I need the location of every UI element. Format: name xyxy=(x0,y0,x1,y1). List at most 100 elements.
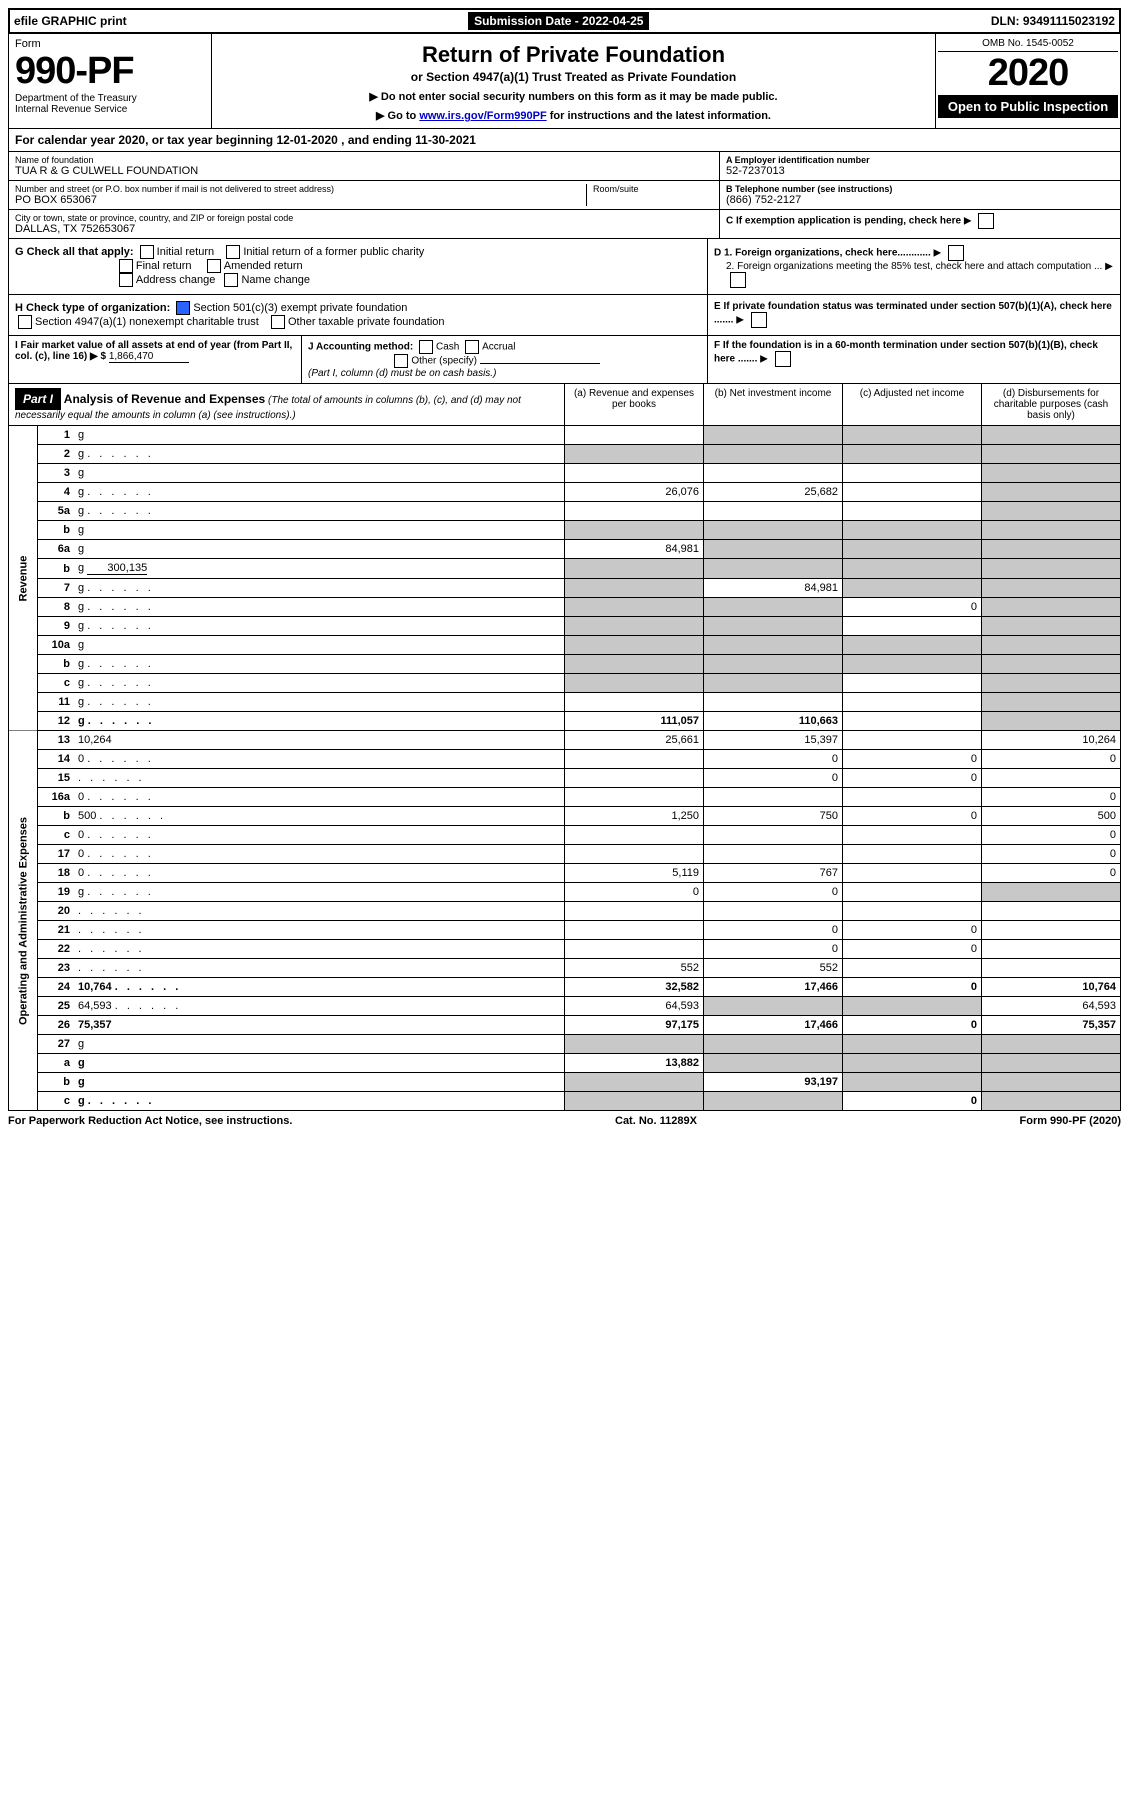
amt-cell: 500 xyxy=(982,807,1121,826)
amt-cell: 25,682 xyxy=(704,483,843,502)
table-row: ag13,882 xyxy=(9,1054,1121,1073)
amt-cell: 0 xyxy=(704,883,843,902)
line-number: 11 xyxy=(38,693,75,712)
amt-cell: 552 xyxy=(704,959,843,978)
cb-final[interactable] xyxy=(119,259,133,273)
amt-cell xyxy=(704,559,843,579)
table-row: c0 . . . . . .0 xyxy=(9,826,1121,845)
amt-cell: 0 xyxy=(982,845,1121,864)
amt-cell xyxy=(704,826,843,845)
efile-label: efile GRAPHIC print xyxy=(14,14,127,28)
cb-other-tax[interactable] xyxy=(271,315,285,329)
line-desc: 0 . . . . . . xyxy=(74,788,565,807)
j-label: J Accounting method: xyxy=(308,342,413,353)
amt-cell xyxy=(843,788,982,807)
line-number: 26 xyxy=(38,1016,75,1035)
amt-cell xyxy=(843,426,982,445)
amt-cell xyxy=(982,693,1121,712)
line-desc: g . . . . . . xyxy=(74,445,565,464)
line-number: 17 xyxy=(38,845,75,864)
table-row: 140 . . . . . .000 xyxy=(9,750,1121,769)
table-row: 9g . . . . . . xyxy=(9,617,1121,636)
line-number: 5a xyxy=(38,502,75,521)
table-row: 21 . . . . . .00 xyxy=(9,921,1121,940)
amt-cell xyxy=(843,674,982,693)
amt-cell: 15,397 xyxy=(704,731,843,750)
amt-cell: 84,981 xyxy=(565,540,704,559)
table-row: bg . . . . . . xyxy=(9,655,1121,674)
line-number: 23 xyxy=(38,959,75,978)
address: PO BOX 653067 xyxy=(15,194,586,206)
cb-name-change[interactable] xyxy=(224,273,238,287)
amt-cell: 84,981 xyxy=(704,579,843,598)
line-desc: 10,764 . . . . . . xyxy=(74,978,565,997)
amt-cell xyxy=(704,617,843,636)
amt-cell xyxy=(565,693,704,712)
amt-cell: 25,661 xyxy=(565,731,704,750)
amt-cell: 75,357 xyxy=(982,1016,1121,1035)
cb-initial[interactable] xyxy=(140,245,154,259)
phone: (866) 752-2127 xyxy=(726,194,1114,206)
form-label: Form xyxy=(15,38,205,50)
line-desc: g xyxy=(74,1054,565,1073)
table-row: 170 . . . . . .0 xyxy=(9,845,1121,864)
col-d-head: (d) Disbursements for charitable purpose… xyxy=(981,384,1120,425)
cb-addr-change[interactable] xyxy=(119,273,133,287)
table-row: 2564,593 . . . . . .64,59364,593 xyxy=(9,997,1121,1016)
c-checkbox[interactable] xyxy=(978,213,994,229)
amt-cell xyxy=(704,464,843,483)
cb-initial-former[interactable] xyxy=(226,245,240,259)
form-subtitle: or Section 4947(a)(1) Trust Treated as P… xyxy=(222,70,925,84)
amt-cell: 17,466 xyxy=(704,1016,843,1035)
line-desc: . . . . . . xyxy=(74,769,565,788)
amt-cell xyxy=(565,464,704,483)
amt-cell: 750 xyxy=(704,807,843,826)
irs-link[interactable]: www.irs.gov/Form990PF xyxy=(419,110,546,122)
amt-cell: 0 xyxy=(843,1016,982,1035)
d1-label: D 1. Foreign organizations, check here..… xyxy=(714,248,931,259)
table-row: cg . . . . . .0 xyxy=(9,1092,1121,1111)
amt-cell xyxy=(843,655,982,674)
cb-accrual[interactable] xyxy=(465,340,479,354)
cb-other-acct[interactable] xyxy=(394,354,408,368)
form-header: Form 990-PF Department of the Treasury I… xyxy=(8,34,1121,129)
amt-cell: 0 xyxy=(843,769,982,788)
table-row: 23 . . . . . .552552 xyxy=(9,959,1121,978)
amt-cell xyxy=(843,693,982,712)
f-checkbox[interactable] xyxy=(775,351,791,367)
d1-checkbox[interactable] xyxy=(948,245,964,261)
line-desc: g xyxy=(74,1073,565,1092)
amt-cell xyxy=(843,559,982,579)
amt-cell xyxy=(704,521,843,540)
cb-501c3[interactable] xyxy=(176,301,190,315)
line-number: 13 xyxy=(38,731,75,750)
amt-cell xyxy=(843,445,982,464)
part1-header-row: Part I Analysis of Revenue and Expenses … xyxy=(8,384,1121,426)
amt-cell xyxy=(982,940,1121,959)
amt-cell xyxy=(982,1073,1121,1092)
cb-amended[interactable] xyxy=(207,259,221,273)
e-checkbox[interactable] xyxy=(751,312,767,328)
line-desc: . . . . . . xyxy=(74,921,565,940)
top-bar: efile GRAPHIC print Submission Date - 20… xyxy=(8,8,1121,34)
amt-cell: 0 xyxy=(982,750,1121,769)
col-c-head: (c) Adjusted net income xyxy=(842,384,981,425)
amt-cell xyxy=(982,902,1121,921)
cb-4947[interactable] xyxy=(18,315,32,329)
year-block: OMB No. 1545-0052 2020 Open to Public In… xyxy=(935,34,1120,128)
cb-cash[interactable] xyxy=(419,340,433,354)
amt-cell: 26,076 xyxy=(565,483,704,502)
amt-cell xyxy=(982,483,1121,502)
d2-checkbox[interactable] xyxy=(730,272,746,288)
amt-cell xyxy=(704,636,843,655)
section-label: Revenue xyxy=(9,426,38,731)
addr-label: Number and street (or P.O. box number if… xyxy=(15,184,586,194)
amt-cell xyxy=(565,655,704,674)
amt-cell xyxy=(565,769,704,788)
h-e-row: H Check type of organization: Section 50… xyxy=(8,295,1121,336)
address-cell: Number and street (or P.O. box number if… xyxy=(9,181,719,210)
dln: DLN: 93491115023192 xyxy=(991,14,1115,28)
amt-cell xyxy=(982,883,1121,902)
amt-cell xyxy=(982,445,1121,464)
col-a-head: (a) Revenue and expenses per books xyxy=(564,384,703,425)
